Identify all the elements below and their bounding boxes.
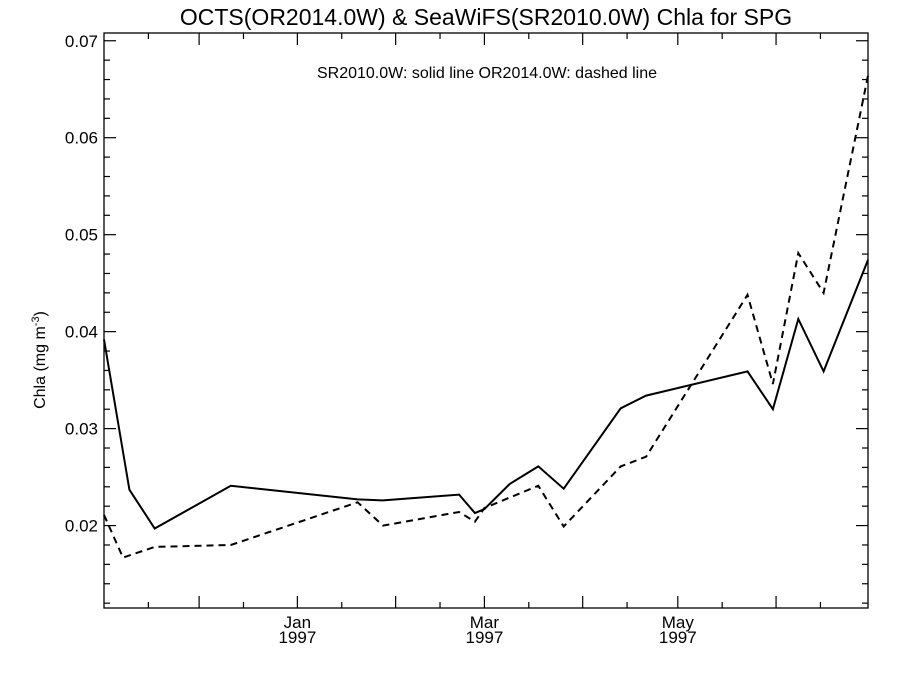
plot-frame (103, 32, 869, 609)
series-layer (103, 75, 869, 559)
y-tick-label: 0.04 (65, 323, 98, 342)
y-tick-label: 0.05 (65, 226, 98, 245)
y-axis-label-superscript: -3 (30, 316, 42, 326)
chart-title: OCTS(OR2014.0W) & SeaWiFS(SR2010.0W) Chl… (180, 4, 792, 30)
x-tick-year-label: 1997 (278, 628, 316, 647)
y-tick-label: 0.06 (65, 129, 98, 148)
y-axis-ticks: 0.02 0.03 0.04 0.05 0.06 0.07 (65, 32, 868, 604)
series-line-sr2010-0w (103, 259, 869, 530)
x-tick-month-label: May (662, 613, 695, 632)
x-tick-month-label: Jan (284, 613, 311, 632)
y-axis-label: Chla (mg m-3) (30, 311, 49, 409)
y-axis-label-tail: ) (32, 311, 49, 316)
x-tick-year-label: 1997 (659, 628, 697, 647)
x-tick-year-label: 1997 (466, 628, 504, 647)
series-line-or2014-0w (103, 75, 869, 559)
x-tick-month-label: Mar (470, 613, 500, 632)
y-tick-label: 0.07 (65, 32, 98, 51)
y-axis-label-text: Chla (mg m (32, 326, 49, 409)
legend-annotation: SR2010.0W: solid line OR2014.0W: dashed … (317, 65, 657, 82)
y-tick-label: 0.03 (65, 420, 98, 439)
y-tick-label: 0.02 (65, 517, 98, 536)
